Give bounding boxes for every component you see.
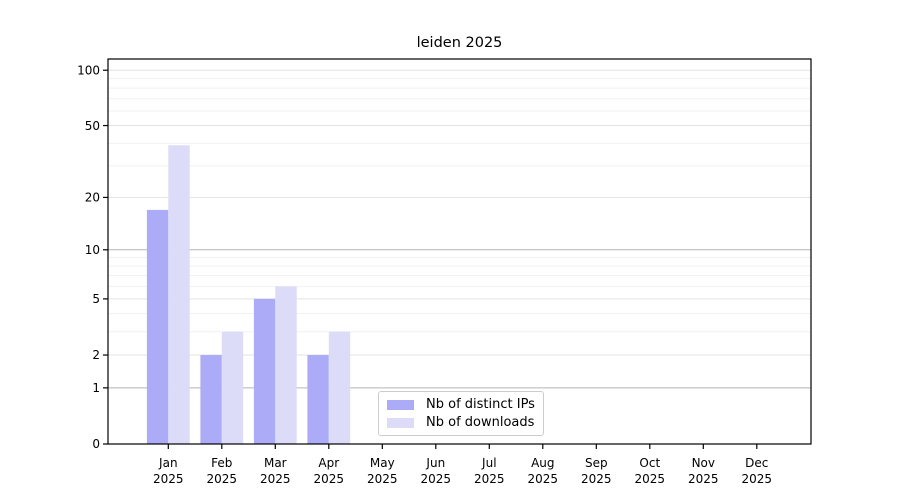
bar-apr-distinct-ips bbox=[307, 355, 329, 444]
y-tick-label: 10 bbox=[85, 243, 100, 257]
bar-jan-downloads bbox=[168, 145, 190, 445]
x-tick-label-year: 2025 bbox=[314, 472, 345, 486]
axis-frame bbox=[107, 58, 812, 445]
x-tick-label-year: 2025 bbox=[474, 472, 505, 486]
y-tick-label: 50 bbox=[85, 119, 100, 133]
x-tick-label-month: Feb bbox=[211, 456, 232, 470]
bar-jan-distinct-ips bbox=[146, 209, 169, 444]
bar-mar-distinct-ips bbox=[253, 298, 276, 444]
x-tick-label-month: May bbox=[370, 456, 395, 470]
legend-label-distinct-ips: Nb of distinct IPs bbox=[426, 397, 535, 412]
x-tick-label-year: 2025 bbox=[153, 472, 184, 486]
y-tick-label: 100 bbox=[77, 63, 100, 77]
x-tick-label-year: 2025 bbox=[742, 472, 773, 486]
bar-feb-downloads bbox=[221, 331, 244, 444]
bar-apr-downloads bbox=[328, 331, 351, 444]
bar-mar-downloads bbox=[275, 286, 297, 444]
x-tick-label-month: Aug bbox=[531, 456, 554, 470]
y-tick-label: 0 bbox=[92, 437, 100, 451]
bar-feb-distinct-ips bbox=[200, 355, 222, 444]
legend: Nb of distinct IPs Nb of downloads bbox=[378, 391, 544, 436]
legend-label-downloads: Nb of downloads bbox=[426, 415, 535, 430]
legend-swatch-distinct-ips bbox=[387, 399, 414, 410]
x-tick-label-year: 2025 bbox=[260, 472, 291, 486]
x-tick-label-year: 2025 bbox=[635, 472, 666, 486]
y-tick-label: 5 bbox=[92, 292, 100, 306]
x-tick-label-year: 2025 bbox=[367, 472, 398, 486]
x-tick-label-year: 2025 bbox=[421, 472, 452, 486]
legend-row-distinct-ips: Nb of distinct IPs bbox=[387, 397, 535, 412]
chart-title: leiden 2025 bbox=[416, 35, 503, 51]
x-tick-label-month: Mar bbox=[264, 456, 287, 470]
x-tick-label-month: Jun bbox=[425, 456, 445, 470]
x-tick-label-month: Sep bbox=[585, 456, 608, 470]
x-tick-label-year: 2025 bbox=[688, 472, 719, 486]
x-tick-label-month: Jan bbox=[158, 456, 178, 470]
x-tick-label-month: Oct bbox=[639, 456, 660, 470]
x-tick-label-year: 2025 bbox=[207, 472, 238, 486]
legend-swatch-downloads bbox=[387, 417, 414, 428]
x-tick-label-month: Apr bbox=[318, 456, 339, 470]
x-tick-label-year: 2025 bbox=[528, 472, 559, 486]
x-tick-label-month: Jul bbox=[481, 456, 496, 470]
y-tick-label: 2 bbox=[92, 348, 100, 362]
x-tick-label-month: Dec bbox=[745, 456, 768, 470]
legend-row-downloads: Nb of downloads bbox=[387, 415, 535, 430]
y-tick-label: 1 bbox=[92, 381, 100, 395]
x-tick-label-year: 2025 bbox=[581, 472, 612, 486]
y-tick-label: 20 bbox=[85, 191, 100, 205]
x-tick-label-month: Nov bbox=[692, 456, 715, 470]
